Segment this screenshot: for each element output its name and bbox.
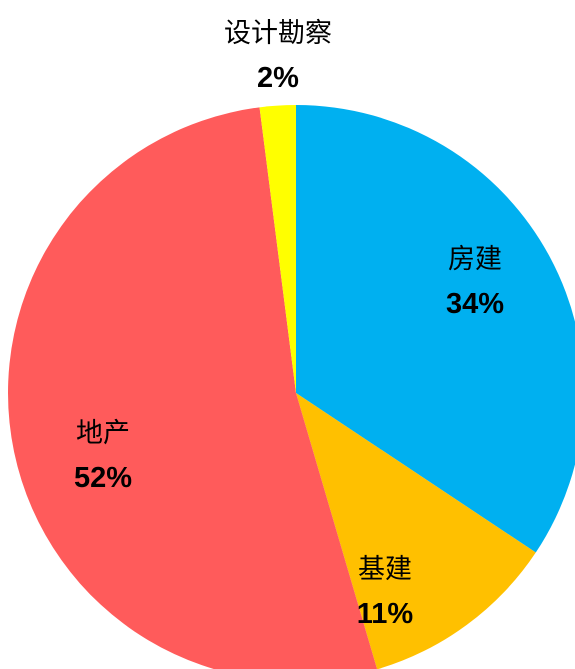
pie-slice (8, 107, 378, 669)
slice-label: 房建 (448, 244, 502, 275)
pie-slice (259, 105, 296, 393)
slice-label: 地产 (76, 418, 130, 449)
slice-label: 基建 (358, 554, 412, 585)
slice-value-label: 2% (257, 62, 299, 94)
slice-value-label: 11% (357, 598, 414, 630)
slice-value-label: 34% (446, 288, 504, 320)
pie-slice (296, 105, 575, 553)
slice-label: 设计勘察 (224, 18, 332, 49)
slice-value-label: 52% (74, 462, 132, 494)
pie-slice (296, 393, 536, 669)
